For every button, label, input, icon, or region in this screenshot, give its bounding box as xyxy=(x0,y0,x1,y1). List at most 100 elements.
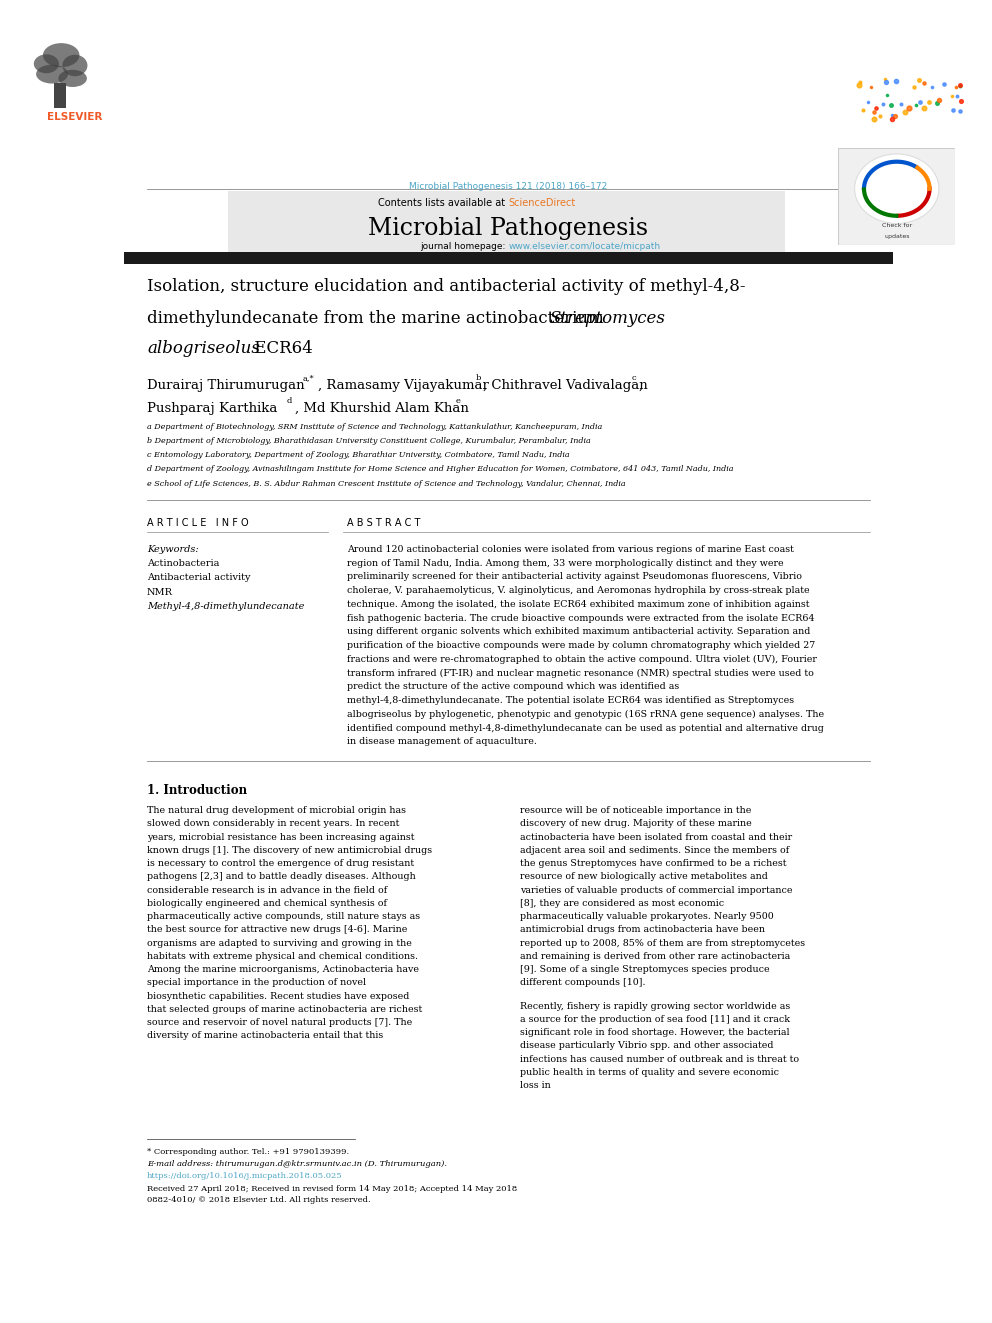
Text: MICROBIAL: MICROBIAL xyxy=(888,50,931,56)
Text: the genus Streptomyces have confirmed to be a richest: the genus Streptomyces have confirmed to… xyxy=(520,859,787,868)
Text: varieties of valuable products of commercial importance: varieties of valuable products of commer… xyxy=(520,885,793,894)
Text: Keywords:: Keywords: xyxy=(147,545,198,554)
Text: dimethylundecanate from the marine actinobacterium: dimethylundecanate from the marine actin… xyxy=(147,310,609,327)
Text: Microbial Pathogenesis 121 (2018) 166–172: Microbial Pathogenesis 121 (2018) 166–17… xyxy=(410,183,607,192)
Ellipse shape xyxy=(62,54,87,77)
Text: loss in: loss in xyxy=(520,1081,551,1090)
Text: albogriseolus by phylogenetic, phenotypic and genotypic (16S rRNA gene sequence): albogriseolus by phylogenetic, phenotypi… xyxy=(347,710,824,718)
Ellipse shape xyxy=(36,65,68,83)
Text: journal homepage:: journal homepage: xyxy=(421,242,509,251)
Text: adjacent area soil and sediments. Since the members of: adjacent area soil and sediments. Since … xyxy=(520,845,790,855)
Text: known drugs [1]. The discovery of new antimicrobial drugs: known drugs [1]. The discovery of new an… xyxy=(147,845,433,855)
FancyBboxPatch shape xyxy=(228,192,786,253)
Ellipse shape xyxy=(43,44,79,67)
Text: PATHOGENESIS: PATHOGENESIS xyxy=(880,62,939,67)
Text: Recently, fishery is rapidly growing sector worldwide as: Recently, fishery is rapidly growing sec… xyxy=(520,1002,791,1011)
Text: The natural drug development of microbial origin has: The natural drug development of microbia… xyxy=(147,806,406,815)
Text: biosynthetic capabilities. Recent studies have exposed: biosynthetic capabilities. Recent studie… xyxy=(147,991,410,1000)
Text: region of Tamil Nadu, India. Among them, 33 were morphologically distinct and th: region of Tamil Nadu, India. Among them,… xyxy=(347,558,784,568)
Text: * Corresponding author. Tel.: +91 9790139399.: * Corresponding author. Tel.: +91 979013… xyxy=(147,1148,349,1156)
Text: pharmaceutically active compounds, still nature stays as: pharmaceutically active compounds, still… xyxy=(147,912,421,921)
Text: c Entomology Laboratory, Department of Zoology, Bharathiar University, Coimbator: c Entomology Laboratory, Department of Z… xyxy=(147,451,569,459)
Text: e: e xyxy=(456,397,461,405)
Text: https://doi.org/10.1016/j.micpath.2018.05.025: https://doi.org/10.1016/j.micpath.2018.0… xyxy=(147,1172,342,1180)
Text: reported up to 2008, 85% of them are from streptomycetes: reported up to 2008, 85% of them are fro… xyxy=(520,938,806,947)
Text: fish pathogenic bacteria. The crude bioactive compounds were extracted from the : fish pathogenic bacteria. The crude bioa… xyxy=(347,614,814,623)
Text: , Ramasamy Vijayakumar: , Ramasamy Vijayakumar xyxy=(317,378,489,392)
Text: E-mail address: thirumurugan.d@ktr.srmuniv.ac.in (D. Thirumurugan).: E-mail address: thirumurugan.d@ktr.srmun… xyxy=(147,1160,447,1168)
Text: actinobacteria have been isolated from coastal and their: actinobacteria have been isolated from c… xyxy=(520,832,792,841)
FancyBboxPatch shape xyxy=(55,82,65,108)
Text: c: c xyxy=(632,373,636,382)
Text: , Chithravel Vadivalagan: , Chithravel Vadivalagan xyxy=(483,378,648,392)
Text: Pushparaj Karthika: Pushparaj Karthika xyxy=(147,402,278,415)
Text: organisms are adapted to surviving and growing in the: organisms are adapted to surviving and g… xyxy=(147,938,412,947)
Text: public health in terms of quality and severe economic: public health in terms of quality and se… xyxy=(520,1068,779,1077)
Text: different compounds [10].: different compounds [10]. xyxy=(520,978,646,987)
Text: disease particularly Vibrio spp. and other associated: disease particularly Vibrio spp. and oth… xyxy=(520,1041,774,1050)
Text: special importance in the production of novel: special importance in the production of … xyxy=(147,978,366,987)
Text: updates: updates xyxy=(884,234,910,238)
Text: a Department of Biotechnology, SRM Institute of Science and Technology, Kattanku: a Department of Biotechnology, SRM Insti… xyxy=(147,422,602,430)
Text: b: b xyxy=(475,373,481,382)
Text: is necessary to control the emergence of drug resistant: is necessary to control the emergence of… xyxy=(147,859,415,868)
Text: that selected groups of marine actinobacteria are richest: that selected groups of marine actinobac… xyxy=(147,1004,423,1013)
Text: years, microbial resistance has been increasing against: years, microbial resistance has been inc… xyxy=(147,832,415,841)
Text: source and reservoir of novel natural products [7]. The: source and reservoir of novel natural pr… xyxy=(147,1017,413,1027)
Text: a source for the production of sea food [11] and it crack: a source for the production of sea food … xyxy=(520,1015,790,1024)
Text: Check for: Check for xyxy=(882,224,912,228)
Text: the best source for attractive new drugs [4-6]. Marine: the best source for attractive new drugs… xyxy=(147,925,408,934)
Text: [8], they are considered as most economic: [8], they are considered as most economi… xyxy=(520,898,724,908)
Text: resource of new biologically active metabolites and: resource of new biologically active meta… xyxy=(520,872,768,881)
Text: b Department of Microbiology, Bharathidasan University Constituent College, Kuru: b Department of Microbiology, Bharathida… xyxy=(147,437,591,445)
Text: methyl-4,8-dimethylundecanate. The potential isolate ECR64 was identified as Str: methyl-4,8-dimethylundecanate. The poten… xyxy=(347,696,794,705)
Text: Received 27 April 2018; Received in revised form 14 May 2018; Accepted 14 May 20: Received 27 April 2018; Received in revi… xyxy=(147,1184,517,1192)
Text: ScienceDirect: ScienceDirect xyxy=(509,198,575,209)
Text: www.elsevier.com/locate/micpath: www.elsevier.com/locate/micpath xyxy=(509,242,661,251)
Text: albogriseolus: albogriseolus xyxy=(147,340,260,357)
Text: , Md Khurshid Alam Khan: , Md Khurshid Alam Khan xyxy=(295,402,468,415)
Text: NMR: NMR xyxy=(147,587,173,597)
Text: ELSEVIER: ELSEVIER xyxy=(48,112,102,122)
Ellipse shape xyxy=(34,54,59,73)
Text: d Department of Zoology, Avinashilingam Institute for Home Science and Higher Ed: d Department of Zoology, Avinashilingam … xyxy=(147,466,733,474)
Text: Isolation, structure elucidation and antibacterial activity of methyl-4,8-: Isolation, structure elucidation and ant… xyxy=(147,278,746,295)
Text: 0882-4010/ © 2018 Elsevier Ltd. All rights reserved.: 0882-4010/ © 2018 Elsevier Ltd. All righ… xyxy=(147,1196,371,1204)
Text: Durairaj Thirumurugan: Durairaj Thirumurugan xyxy=(147,378,305,392)
Ellipse shape xyxy=(59,70,87,87)
Text: technique. Among the isolated, the isolate ECR64 exhibited maximum zone of inhib: technique. Among the isolated, the isola… xyxy=(347,599,809,609)
Text: identified compound methyl-4,8-dimethylundecanate can be used as potential and a: identified compound methyl-4,8-dimethylu… xyxy=(347,724,823,733)
Text: in disease management of aquaculture.: in disease management of aquaculture. xyxy=(347,737,537,746)
Text: Methyl-4,8-dimethylundecanate: Methyl-4,8-dimethylundecanate xyxy=(147,602,305,611)
Circle shape xyxy=(855,153,938,224)
Text: Microbial Pathogenesis: Microbial Pathogenesis xyxy=(368,217,649,239)
Text: pharmaceutically valuable prokaryotes. Nearly 9500: pharmaceutically valuable prokaryotes. N… xyxy=(520,912,774,921)
Text: pathogens [2,3] and to battle deadly diseases. Although: pathogens [2,3] and to battle deadly dis… xyxy=(147,872,416,881)
Text: Actinobacteria: Actinobacteria xyxy=(147,560,219,568)
Text: e School of Life Sciences, B. S. Abdur Rahman Crescent Institute of Science and : e School of Life Sciences, B. S. Abdur R… xyxy=(147,480,626,488)
Text: fractions and were re-chromatographed to obtain the active compound. Ultra viole: fractions and were re-chromatographed to… xyxy=(347,655,816,664)
FancyBboxPatch shape xyxy=(838,148,955,245)
Text: ECR64: ECR64 xyxy=(249,340,313,357)
Text: Around 120 actinobacterial colonies were isolated from various regions of marine: Around 120 actinobacterial colonies were… xyxy=(347,545,794,554)
Text: cholerae, V. parahaemolyticus, V. alginolyticus, and Aeromonas hydrophila by cro: cholerae, V. parahaemolyticus, V. algino… xyxy=(347,586,809,595)
Text: Among the marine microorganisms, Actinobacteria have: Among the marine microorganisms, Actinob… xyxy=(147,964,419,974)
Text: d: d xyxy=(287,397,293,405)
Text: A R T I C L E   I N F O: A R T I C L E I N F O xyxy=(147,519,249,528)
Text: discovery of new drug. Majority of these marine: discovery of new drug. Majority of these… xyxy=(520,819,752,828)
Text: ,: , xyxy=(638,378,643,392)
Text: Contents lists available at: Contents lists available at xyxy=(378,198,509,209)
Text: using different organic solvents which exhibited maximum antibacterial activity.: using different organic solvents which e… xyxy=(347,627,810,636)
Text: slowed down considerably in recent years. In recent: slowed down considerably in recent years… xyxy=(147,819,400,828)
Text: purification of the bioactive compounds were made by column chromatography which: purification of the bioactive compounds … xyxy=(347,642,815,650)
Text: predict the structure of the active compound which was identified as: predict the structure of the active comp… xyxy=(347,683,680,692)
Text: Streptomyces: Streptomyces xyxy=(550,310,666,327)
Text: diversity of marine actinobacteria entail that this: diversity of marine actinobacteria entai… xyxy=(147,1032,383,1040)
Text: transform infrared (FT-IR) and nuclear magnetic resonance (NMR) spectral studies: transform infrared (FT-IR) and nuclear m… xyxy=(347,668,813,677)
Text: habitats with extreme physical and chemical conditions.: habitats with extreme physical and chemi… xyxy=(147,951,418,960)
Text: A B S T R A C T: A B S T R A C T xyxy=(347,519,421,528)
Text: infections has caused number of outbreak and is threat to: infections has caused number of outbreak… xyxy=(520,1054,800,1064)
Text: and remaining is derived from other rare actinobacteria: and remaining is derived from other rare… xyxy=(520,951,791,960)
Text: Antibacterial activity: Antibacterial activity xyxy=(147,573,251,582)
Text: resource will be of noticeable importance in the: resource will be of noticeable importanc… xyxy=(520,806,751,815)
